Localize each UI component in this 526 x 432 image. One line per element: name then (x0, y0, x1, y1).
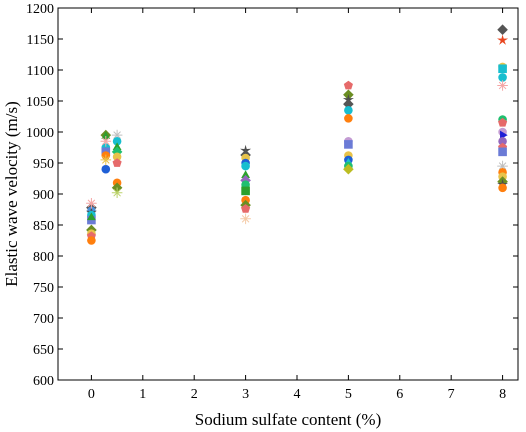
data-point (343, 80, 353, 90)
data-point (498, 147, 507, 157)
data-point (241, 161, 250, 171)
data-point (86, 212, 96, 221)
y-tick-label: 800 (33, 250, 54, 265)
data-point (111, 129, 123, 141)
y-tick-label: 1200 (26, 2, 54, 17)
data-point (344, 140, 353, 149)
y-tick-label: 950 (33, 157, 54, 172)
data-point (112, 158, 122, 167)
data-point (498, 117, 508, 127)
x-axis-title: Sodium sulfate content (%) (195, 410, 382, 429)
y-tick-label: 650 (33, 343, 54, 358)
x-tick-label: 2 (191, 387, 198, 402)
plot-area (57, 7, 519, 381)
x-tick-label: 0 (88, 387, 95, 402)
data-point (112, 142, 122, 151)
y-tick-label: 900 (33, 188, 54, 203)
data-point (497, 24, 508, 35)
x-tick-label: 1 (139, 387, 146, 402)
data-point (497, 34, 509, 45)
data-point (498, 183, 507, 193)
x-tick-label: 8 (499, 387, 506, 402)
data-point (498, 137, 507, 146)
data-point (497, 80, 508, 91)
y-tick-label: 750 (33, 281, 54, 296)
data-point (87, 236, 96, 245)
data-point (100, 154, 112, 166)
y-tick-label: 1000 (26, 126, 54, 141)
data-points (85, 24, 509, 245)
x-tick-label: 4 (293, 387, 300, 402)
data-point (100, 136, 112, 147)
x-tick-label: 6 (396, 387, 403, 402)
y-tick-label: 850 (33, 219, 54, 234)
data-point (86, 198, 97, 209)
y-tick-label: 1100 (27, 64, 54, 79)
x-axis-ticks: 0 1 2 3 4 5 6 7 8 (88, 8, 506, 402)
data-point (497, 160, 508, 172)
data-point (344, 114, 353, 123)
y-axis-title: Elastic wave velocity (m/s) (2, 101, 21, 287)
data-point (241, 170, 251, 178)
y-tick-label: 600 (33, 374, 54, 389)
y-tick-label: 700 (33, 312, 54, 327)
data-point (112, 152, 122, 162)
data-point (240, 175, 251, 186)
data-point (241, 204, 251, 213)
data-point (343, 98, 354, 110)
data-point (498, 64, 507, 74)
data-point (344, 106, 353, 115)
data-point (112, 137, 122, 146)
x-tick-label: 7 (448, 387, 455, 402)
data-point (498, 73, 507, 82)
x-tick-label: 5 (345, 387, 352, 402)
data-point (241, 186, 250, 196)
data-point (343, 163, 354, 175)
data-point (111, 187, 123, 199)
y-tick-label: 1150 (27, 33, 54, 48)
data-point (240, 213, 251, 225)
y-axis-ticks: 600 650 700 750 800 850 900 950 1000 1050 1100 1150… (26, 2, 518, 389)
y-tick-label: 1050 (26, 95, 54, 110)
x-tick-label: 3 (242, 387, 249, 402)
data-point (101, 131, 111, 139)
data-point (101, 164, 111, 174)
